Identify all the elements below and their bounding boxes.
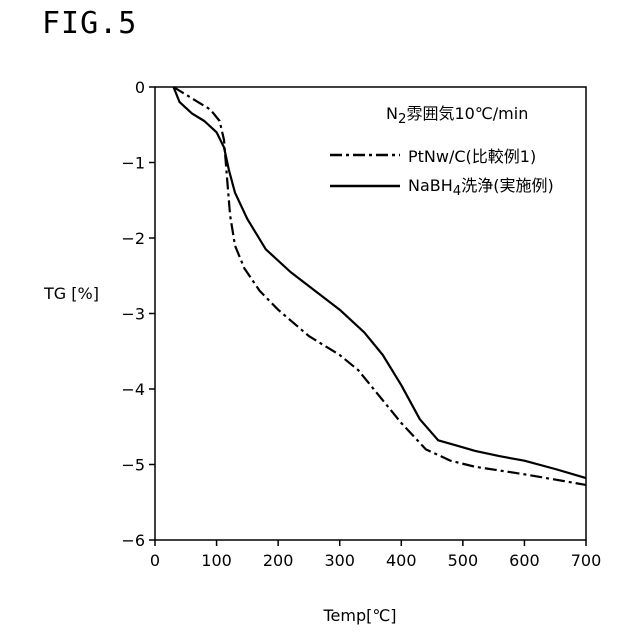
y-tick-label: −3 — [121, 305, 145, 324]
legend-swatch-solid — [330, 184, 400, 188]
legend-swatch-dash-dot — [330, 153, 400, 157]
legend-entry-ptnw: PtNw/C(比較例1) — [330, 143, 536, 167]
legend-label-nabh4-suffix: 洗浄(実施例) — [461, 176, 554, 195]
y-tick-label: −4 — [121, 380, 145, 399]
legend-label-nabh4-subscript: 4 — [453, 184, 461, 199]
y-axis-label: TG [%] — [44, 284, 99, 303]
x-tick-label: 700 — [571, 551, 602, 570]
x-tick-label: 500 — [448, 551, 479, 570]
legend-label-nabh4: NaBH4洗浄(実施例) — [408, 172, 554, 199]
x-tick-label: 600 — [509, 551, 540, 570]
legend-entry-nabh4: NaBH4洗浄(実施例) — [330, 172, 554, 199]
legend-label-ptnw: PtNw/C(比較例1) — [408, 143, 536, 167]
condition-suffix: 雰囲気10℃/min — [406, 104, 528, 123]
condition-prefix: N — [386, 104, 398, 123]
legend-label-nabh4-base: NaBH — [408, 176, 453, 195]
x-tick-label: 400 — [386, 551, 417, 570]
x-tick-label: 300 — [324, 551, 355, 570]
x-tick-label: 100 — [201, 551, 232, 570]
x-tick-label: 200 — [263, 551, 294, 570]
y-tick-label: −5 — [121, 456, 145, 475]
x-axis-label: Temp[℃] — [0, 606, 640, 625]
x-tick-label: 0 — [150, 551, 160, 570]
y-tick-label: 0 — [135, 78, 145, 97]
y-tick-label: −2 — [121, 229, 145, 248]
y-tick-label: −1 — [121, 154, 145, 173]
legend-condition: N2雰囲気10℃/min — [386, 100, 528, 127]
y-tick-label: −6 — [121, 531, 145, 550]
